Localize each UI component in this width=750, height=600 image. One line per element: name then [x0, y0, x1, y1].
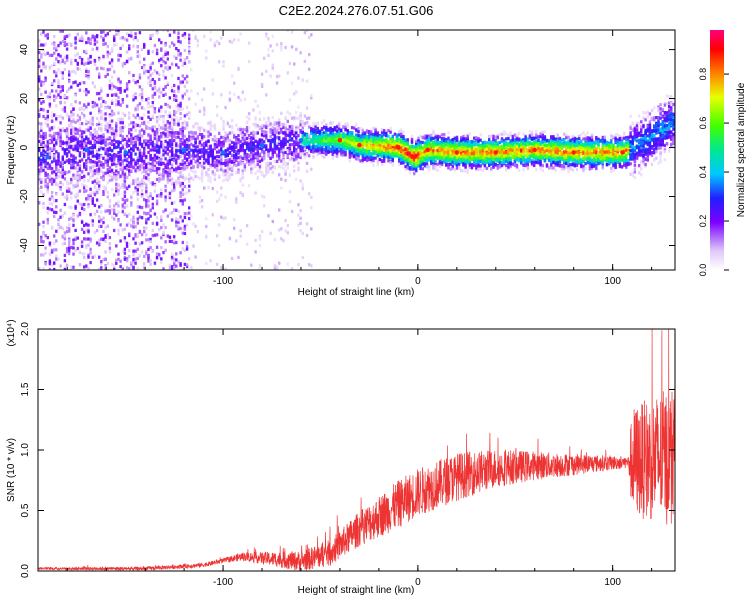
- ridge-point-16: [620, 150, 625, 155]
- colorbar-tick-label: 0.2: [698, 215, 708, 228]
- ridge-point-13: [493, 150, 498, 155]
- ridge-point-2: [123, 150, 128, 155]
- spectrogram-xtick-label: 100: [604, 276, 621, 287]
- colorbar-ticks: 0.0 0.2 0.4 0.6 0.8: [698, 68, 729, 276]
- ridge-point-9: [396, 145, 401, 150]
- snr-yscale-label: (x10⁴): [6, 319, 17, 346]
- ridge-point-7: [337, 138, 343, 143]
- snr-series: [38, 329, 675, 571]
- snr-xtick-label: 0: [415, 577, 421, 588]
- snr-ytick-label: 2.0: [20, 322, 31, 336]
- snr-axes: -100 0 100 0.0 0.5 1.0 1.5 2.0: [20, 322, 675, 588]
- ridge-point-0: [45, 155, 50, 160]
- spectrogram-ytick-label: -40: [19, 238, 30, 253]
- ridge-point-1: [84, 147, 89, 153]
- ridge-point-4: [220, 150, 226, 155]
- ridge-point-5: [259, 142, 265, 148]
- colorbar-label: Normalized spectral amplitude: [736, 82, 747, 217]
- snr-xlabel: Height of straight line (km): [298, 585, 415, 596]
- snr-xtick-label: -100: [213, 577, 233, 588]
- ridge-point-6: [298, 138, 304, 143]
- snr-ytick-label: 0.0: [20, 564, 31, 578]
- ridge-point-10: [411, 155, 417, 160]
- colorbar-tick-label: 0.0: [698, 264, 708, 277]
- spectrogram-heatmap: [38, 30, 675, 270]
- ridge-point-12: [454, 150, 459, 155]
- spectrogram-ytick-label: -20: [19, 189, 30, 204]
- spectrogram-ytick-label: 20: [19, 93, 30, 105]
- ridge-point-3: [181, 147, 187, 153]
- snr-ytick-label: 0.5: [20, 503, 31, 517]
- ridge-point-14: [532, 147, 537, 153]
- ridge-point-18: [668, 120, 674, 126]
- ridge-point-8: [357, 142, 362, 148]
- snr-ytick-label: 1.0: [20, 443, 31, 457]
- spectrogram-ridge: [45, 120, 674, 160]
- snr-xtick-label: 100: [604, 577, 621, 588]
- spectrogram-ytick-label: 40: [19, 44, 30, 56]
- colorbar-tick-label: 0.6: [698, 117, 708, 130]
- snr-ylabel: SNR (10 * v/v): [6, 438, 17, 502]
- spectrogram-axes: -100 0 100 -40 -20 0 20 40: [19, 30, 675, 287]
- colorbar-gradient: [710, 30, 724, 270]
- snr-line: [38, 329, 675, 571]
- ridge-point-15: [571, 150, 576, 155]
- spectrogram-xtick-label: -100: [213, 276, 233, 287]
- colorbar-tick-label: 0.8: [698, 68, 708, 81]
- ridge-point-11: [425, 147, 430, 153]
- spectrogram-ylabel: Frequency (Hz): [6, 116, 17, 185]
- spectrogram-ytick-label: 0: [19, 144, 30, 150]
- figure-title: C2E2.2024.276.07.51.G06: [279, 3, 434, 18]
- spectrogram-xtick-label: 0: [415, 276, 421, 287]
- colorbar-tick-label: 0.4: [698, 166, 708, 179]
- snr-ytick-label: 1.5: [20, 382, 31, 396]
- spectrogram-frame: [37, 29, 676, 271]
- spectrogram-xlabel: Height of straight line (km): [298, 287, 415, 298]
- ridge-point-17: [639, 140, 645, 145]
